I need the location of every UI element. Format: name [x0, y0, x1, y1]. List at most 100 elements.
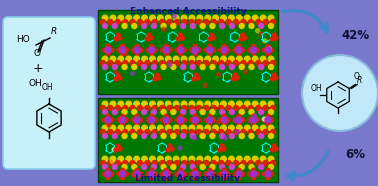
Circle shape — [167, 118, 172, 122]
Circle shape — [102, 172, 107, 176]
Circle shape — [191, 23, 195, 28]
Circle shape — [190, 48, 194, 52]
Circle shape — [152, 129, 157, 134]
Circle shape — [118, 76, 122, 80]
Circle shape — [200, 164, 205, 169]
Circle shape — [118, 36, 122, 40]
Circle shape — [136, 49, 140, 53]
Circle shape — [106, 51, 110, 56]
Circle shape — [263, 105, 268, 110]
Circle shape — [236, 47, 242, 53]
Circle shape — [151, 23, 156, 28]
Circle shape — [268, 164, 274, 169]
Circle shape — [226, 48, 230, 52]
Circle shape — [182, 60, 187, 65]
Circle shape — [101, 60, 105, 65]
Circle shape — [126, 56, 132, 62]
Circle shape — [260, 56, 266, 62]
Circle shape — [189, 20, 194, 25]
Circle shape — [174, 161, 180, 166]
Circle shape — [239, 65, 244, 70]
Circle shape — [102, 23, 107, 28]
Circle shape — [149, 36, 153, 40]
Circle shape — [259, 134, 264, 139]
Circle shape — [146, 48, 150, 52]
Circle shape — [263, 39, 267, 43]
Circle shape — [134, 47, 140, 53]
Circle shape — [171, 164, 176, 169]
Circle shape — [157, 76, 161, 80]
Circle shape — [200, 134, 205, 139]
Circle shape — [219, 60, 224, 65]
Circle shape — [132, 48, 136, 52]
Circle shape — [249, 134, 254, 139]
Circle shape — [167, 48, 172, 52]
Circle shape — [251, 47, 256, 53]
Circle shape — [251, 121, 256, 126]
Text: +: + — [33, 62, 43, 75]
Circle shape — [149, 117, 155, 123]
Circle shape — [171, 23, 176, 28]
Circle shape — [178, 146, 182, 150]
Circle shape — [145, 161, 150, 166]
Circle shape — [115, 161, 120, 166]
Circle shape — [124, 48, 128, 52]
Circle shape — [203, 83, 207, 87]
Circle shape — [138, 60, 143, 65]
Circle shape — [110, 125, 116, 131]
Circle shape — [101, 161, 105, 166]
Circle shape — [249, 65, 254, 70]
Circle shape — [182, 161, 187, 166]
Circle shape — [270, 37, 274, 41]
Circle shape — [189, 60, 194, 65]
Circle shape — [233, 118, 238, 122]
Circle shape — [135, 168, 139, 173]
Circle shape — [142, 101, 147, 107]
Circle shape — [271, 105, 276, 110]
Circle shape — [171, 110, 176, 115]
Circle shape — [138, 172, 143, 176]
Circle shape — [253, 101, 258, 107]
Circle shape — [124, 52, 128, 56]
Circle shape — [126, 101, 132, 107]
Circle shape — [115, 129, 120, 134]
Circle shape — [263, 129, 268, 134]
Circle shape — [263, 20, 268, 25]
Circle shape — [249, 110, 254, 115]
Circle shape — [180, 36, 184, 40]
Circle shape — [122, 164, 127, 169]
Circle shape — [142, 125, 147, 131]
Circle shape — [107, 123, 111, 127]
Circle shape — [146, 172, 150, 176]
Circle shape — [234, 105, 239, 110]
Circle shape — [150, 15, 155, 21]
Circle shape — [153, 172, 157, 176]
Circle shape — [152, 60, 157, 65]
Circle shape — [197, 129, 201, 134]
Circle shape — [190, 118, 194, 122]
Circle shape — [181, 110, 186, 115]
FancyBboxPatch shape — [98, 10, 278, 94]
Circle shape — [164, 175, 168, 180]
Circle shape — [167, 60, 172, 65]
Circle shape — [181, 134, 186, 139]
Circle shape — [192, 117, 198, 123]
Circle shape — [249, 164, 254, 169]
Circle shape — [197, 161, 201, 166]
Circle shape — [174, 129, 180, 134]
Circle shape — [102, 156, 108, 162]
Circle shape — [274, 76, 278, 80]
Circle shape — [233, 73, 237, 77]
Circle shape — [138, 118, 143, 122]
Circle shape — [204, 118, 209, 122]
Circle shape — [112, 65, 117, 70]
Circle shape — [204, 161, 209, 166]
Circle shape — [114, 71, 118, 75]
Circle shape — [208, 121, 212, 126]
Circle shape — [141, 110, 147, 115]
Text: R: R — [357, 76, 363, 84]
Circle shape — [164, 44, 168, 49]
Text: Enhanced Accessibility: Enhanced Accessibility — [130, 7, 246, 16]
Circle shape — [233, 119, 237, 123]
Circle shape — [117, 118, 121, 122]
